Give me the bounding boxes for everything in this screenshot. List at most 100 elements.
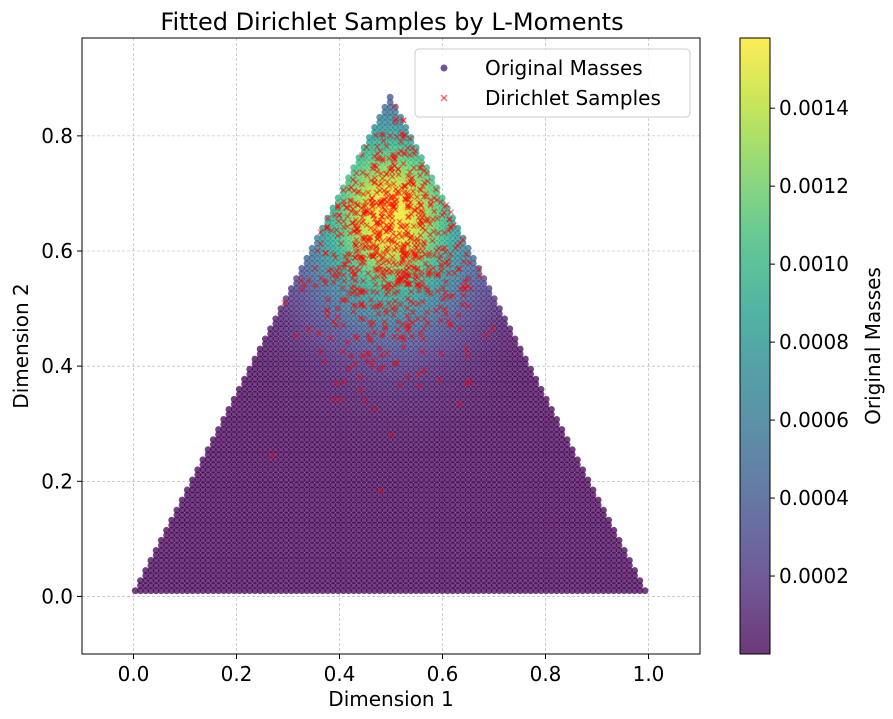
mass-point [194,546,202,554]
mass-point [558,557,566,564]
mass-point [339,577,347,584]
mass-point [199,557,207,564]
mass-point [423,562,430,569]
mass-point [594,587,602,595]
mass-point [173,506,181,514]
mass-point [417,557,425,564]
mass-point [433,516,441,524]
mass-point [485,572,493,579]
mass-point [584,521,592,529]
mass-point [339,546,347,554]
mass-point [594,526,602,534]
mass-point [620,557,628,564]
mass-point [163,587,170,595]
mass-point [246,572,254,579]
mass-point [532,536,540,544]
mass-point [381,582,389,590]
mass-point [433,562,441,569]
mass-point [246,536,254,544]
mass-point [542,552,550,559]
mass-point [584,577,592,584]
mass-point [204,511,212,519]
mass-point [501,511,508,519]
mass-point [241,526,248,534]
mass-point [261,521,269,529]
mass-point [553,577,561,584]
mass-point [168,516,176,524]
mass-point [589,562,597,569]
mass-point [402,577,410,584]
mass-point [496,531,503,539]
mass-point [152,552,160,559]
mass-point [579,506,587,514]
mass-point [220,536,228,544]
mass-point [402,521,410,529]
mass-point [308,546,316,554]
mass-point [267,521,274,529]
mass-point [423,577,430,584]
mass-point [449,506,456,514]
mass-point [241,521,248,529]
mass-point [157,567,165,574]
mass-point [168,562,176,569]
mass-point [574,577,581,584]
mass-point [220,541,228,549]
mass-point [501,521,508,529]
mass-point [204,587,212,595]
mass-point [261,541,269,549]
mass-point [189,506,196,514]
mass-point [548,541,555,549]
mass-point [454,577,462,584]
mass-point [485,546,493,554]
mass-point [553,516,561,524]
mass-point [272,521,280,529]
mass-point [496,557,503,564]
mass-point [402,541,410,549]
mass-point [397,557,404,564]
mass-point [542,587,550,595]
mass-point [199,531,207,539]
mass-point [558,546,566,554]
mass-point [345,546,352,554]
mass-point [563,521,571,529]
mass-point [548,521,555,529]
mass-point [501,557,508,564]
mass-point [480,587,488,595]
mass-point [563,436,571,444]
mass-point [355,567,363,574]
mass-point [397,516,404,524]
mass-point [537,572,545,579]
mass-point [360,526,368,534]
mass-point [168,546,176,554]
mass-point [391,521,399,529]
mass-point [443,531,451,539]
mass-point [209,577,217,584]
mass-point [579,582,587,590]
mass-point [360,577,368,584]
mass-point [548,511,555,519]
mass-point [241,541,248,549]
mass-point [235,567,243,574]
mass-point [600,572,607,579]
mass-point [308,562,316,569]
mass-point [542,582,550,590]
mass-point [189,546,196,554]
mass-point [365,506,373,514]
mass-point [412,567,420,574]
mass-point [163,562,170,569]
mass-point [574,516,581,524]
mass-point [194,582,202,590]
mass-point [287,511,295,519]
mass-point [256,557,264,564]
mass-point [516,567,524,574]
mass-point [615,572,623,579]
mass-point [339,516,347,524]
mass-point [397,521,404,529]
mass-point [469,582,477,590]
mass-point [454,526,462,534]
mass-point [428,562,436,569]
mass-point [568,587,576,595]
mass-point [251,536,259,544]
mass-point [178,511,186,519]
mass-point [443,521,451,529]
